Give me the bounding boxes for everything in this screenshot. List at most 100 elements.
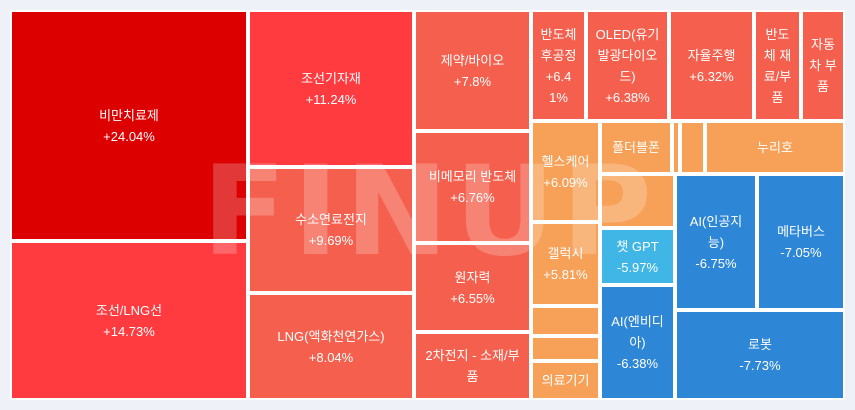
cell-label: 폴더블폰 <box>608 137 664 158</box>
cell-label: 조선기자재 +11.24% <box>297 68 365 110</box>
cell-change: -5.97% <box>616 259 659 275</box>
treemap-cell-8[interactable]: 원자력 +6.55% <box>414 243 531 332</box>
cell-label: 자율주행 +6.32% <box>684 45 740 87</box>
cell-change: -7.05% <box>780 245 822 260</box>
treemap-cell-20-gpt[interactable]: 챗 GPT -5.97% <box>600 228 675 285</box>
treemap-cell-17[interactable]: 의료기기 <box>531 361 600 400</box>
cell-name-line: +6.4 <box>545 68 572 84</box>
cell-change: -6.38% <box>616 356 659 371</box>
cell-label: 누리호 <box>753 137 797 158</box>
cell-name-line: 체 재 <box>763 47 792 63</box>
cell-name-line: 챗 GPT <box>616 238 659 254</box>
treemap-cell-28[interactable] <box>531 306 600 336</box>
treemap-cell-12[interactable]: 자율주행 +6.32% <box>669 10 754 121</box>
cell-name-line: AI(인공지 <box>689 213 743 229</box>
cell-change: +6.32% <box>689 68 734 84</box>
cell-name-line: 발광다이오 <box>597 47 658 63</box>
cell-name-line: 반도 <box>765 26 790 42</box>
treemap-cell-19[interactable]: 누리호 <box>705 121 845 174</box>
treemap-cell-26[interactable] <box>672 121 680 174</box>
cell-label: 수소연료전지 +9.69% <box>291 209 371 251</box>
cell-name-line: 원자력 <box>454 269 491 285</box>
cell-change: +6.09% <box>543 174 588 190</box>
cell-name-line: 드) <box>619 68 636 84</box>
cell-name-line: 조선기자재 <box>301 70 361 86</box>
cell-change: +11.24% <box>305 91 357 107</box>
treemap-cell-1[interactable]: 비만치료제 +24.04% <box>10 10 248 241</box>
treemap-cell-27[interactable] <box>680 121 705 174</box>
treemap-cell-16[interactable]: 갤럭시 +5.81% <box>531 222 600 306</box>
cell-name-line: 1% <box>549 89 568 105</box>
cell-label: 원자력 +6.55% <box>446 267 498 309</box>
cell-name-line: LNG(액화천연가스) <box>277 328 385 344</box>
treemap-cell-10[interactable]: 반도체 후공정 +6.4 1% <box>531 10 586 121</box>
cell-name-line: 품 <box>466 369 479 384</box>
treemap-cell-2-lng[interactable]: 조선/LNG선 +14.73% <box>10 241 248 400</box>
treemap-cell-15[interactable]: 헬스케어 +6.09% <box>531 121 600 222</box>
cell-name-line: 비만치료제 <box>99 107 159 123</box>
cell-label: 메타버스 -7.05% <box>773 221 829 263</box>
cell-name-line: 누리호 <box>757 140 793 155</box>
cell-change: +6.55% <box>450 290 495 306</box>
cell-name-line: 갤럭시 <box>547 246 584 261</box>
cell-label: 갤럭시 +5.81% <box>539 243 591 285</box>
treemap-cell-25[interactable] <box>600 174 675 228</box>
cell-name-line: 2차전지 - 소재/부 <box>425 348 520 363</box>
cell-name-line: 차 부 <box>809 58 837 73</box>
cell-label: 의료기기 <box>538 370 594 391</box>
cell-name-line: 능) <box>707 234 725 250</box>
cell-label: 제약/바이오 +7.8% <box>437 50 508 92</box>
cell-label: 반도체 후공정 +6.4 1% <box>537 24 581 108</box>
cell-change: -6.75% <box>695 255 737 271</box>
cell-change: +9.69% <box>308 233 354 248</box>
cell-label: 비만치료제 +24.04% <box>95 105 163 147</box>
cell-label: 헬스케어 +6.09% <box>538 151 594 193</box>
cell-label: 조선/LNG선 +14.73% <box>92 300 166 342</box>
treemap-cell-5-lng[interactable]: LNG(액화천연가스) +8.04% <box>248 293 414 400</box>
treemap-cell-3[interactable]: 조선기자재 +11.24% <box>248 10 414 167</box>
cell-change: +6.76% <box>450 190 495 205</box>
cell-label: LNG(액화천연가스) +8.04% <box>273 326 388 368</box>
cell-name-line: 아) <box>629 335 646 350</box>
cell-name-line: 헬스케어 <box>541 153 590 169</box>
cell-change: +8.04% <box>308 349 354 365</box>
treemap-cell-18[interactable]: 폴더블폰 <box>600 121 672 174</box>
cell-name-line: 로봇 <box>748 337 772 352</box>
treemap-cell-22[interactable]: 메타버스 -7.05% <box>757 174 845 310</box>
cell-name-line: OLED(유기 <box>595 26 660 42</box>
cell-label: 비메모리 반도체 +6.76% <box>425 166 520 208</box>
cell-name-line: 자율주행 <box>687 47 736 63</box>
cell-change: +7.8% <box>453 73 492 89</box>
cell-name-line: AI(엔비디 <box>611 314 664 329</box>
cell-label: 로봇 -7.73% <box>735 334 784 376</box>
treemap-cell-24[interactable]: 로봇 -7.73% <box>675 310 845 400</box>
cell-name-line: 자동 <box>811 37 835 52</box>
cell-change: +6.38% <box>605 89 650 105</box>
treemap-cell-29[interactable] <box>531 336 600 361</box>
cell-name-line: 수소연료전지 <box>295 212 367 227</box>
cell-name-line: 반도체 <box>540 26 577 42</box>
cell-name-line: 메타버스 <box>777 224 825 239</box>
treemap-cell-7[interactable]: 비메모리 반도체 +6.76% <box>414 131 531 243</box>
treemap-cell-6[interactable]: 제약/바이오 +7.8% <box>414 10 531 131</box>
cell-change: -7.73% <box>739 358 781 373</box>
cell-name-line: 제약/바이오 <box>440 52 505 68</box>
cell-name-line: 비메모리 반도체 <box>428 169 517 184</box>
cell-name-line: 품 <box>771 89 784 105</box>
cell-name-line: 료/부 <box>763 68 792 84</box>
cell-name-line: 품 <box>817 79 829 94</box>
cell-name-line: 의료기기 <box>541 373 590 388</box>
cell-name-line: 폴더블폰 <box>612 140 660 155</box>
treemap-cell-4[interactable]: 수소연료전지 +9.69% <box>248 167 414 293</box>
